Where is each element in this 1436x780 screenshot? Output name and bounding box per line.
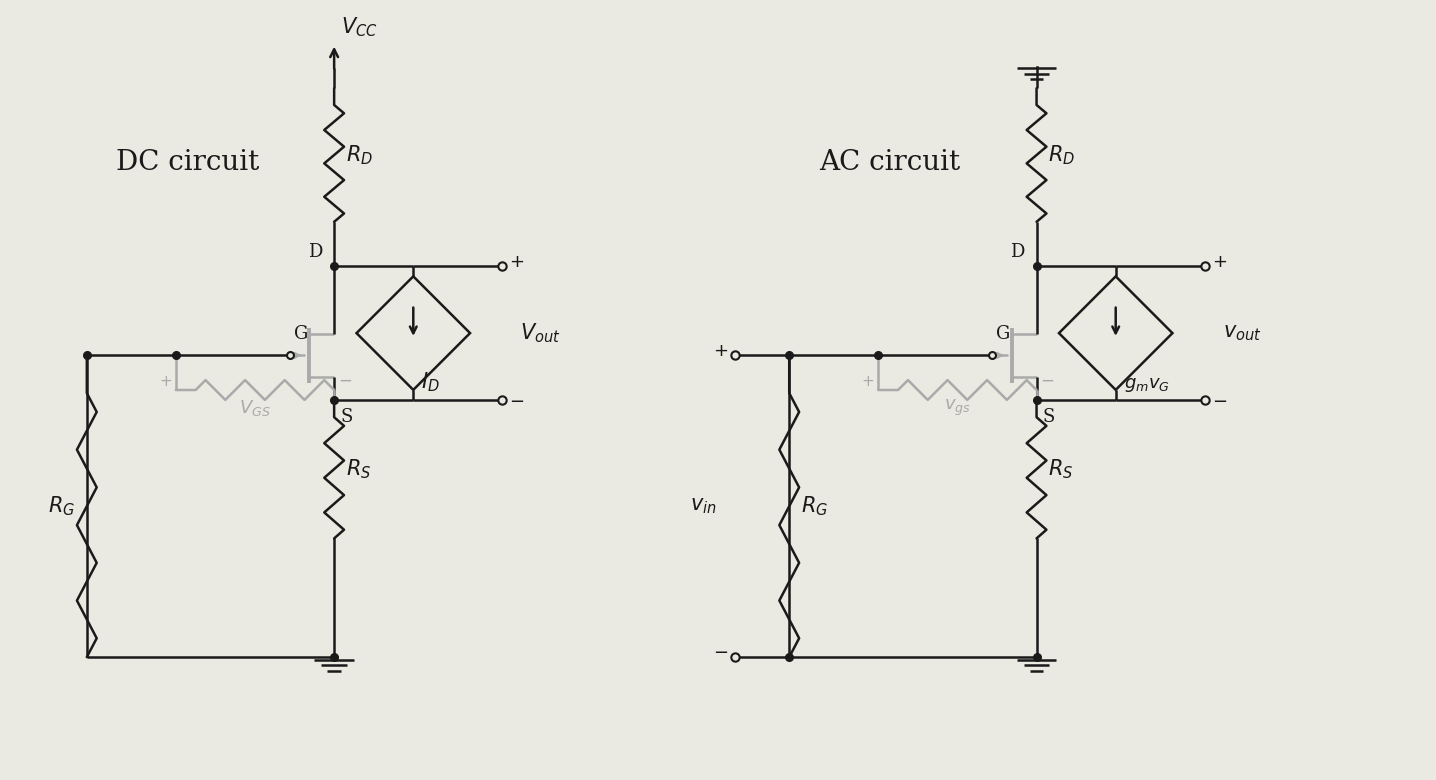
Text: $v_{out}$: $v_{out}$ <box>1222 324 1261 343</box>
Text: $R_G$: $R_G$ <box>47 495 75 518</box>
Text: −: − <box>337 372 352 390</box>
Text: +: + <box>712 342 728 360</box>
Text: $V_{out}$: $V_{out}$ <box>520 321 561 345</box>
Text: +: + <box>159 374 172 388</box>
Text: $R_G$: $R_G$ <box>801 495 829 518</box>
Text: −: − <box>1041 372 1054 390</box>
Text: AC circuit: AC circuit <box>819 149 961 176</box>
Text: D: D <box>1011 243 1025 261</box>
Text: S: S <box>1043 408 1055 426</box>
Text: $R_S$: $R_S$ <box>1048 457 1074 481</box>
Text: −: − <box>1212 393 1226 411</box>
Text: $I_D$: $I_D$ <box>421 370 439 394</box>
Text: +: + <box>862 374 875 388</box>
Text: +: + <box>1212 254 1226 271</box>
Text: −: − <box>712 644 728 662</box>
Text: +: + <box>510 254 524 271</box>
Text: G: G <box>997 324 1011 342</box>
Text: $R_D$: $R_D$ <box>1048 144 1076 167</box>
Text: $g_m v_G$: $g_m v_G$ <box>1123 376 1170 394</box>
Text: $V_{GS}$: $V_{GS}$ <box>240 398 271 418</box>
Text: $v_{gs}$: $v_{gs}$ <box>943 398 971 418</box>
Text: $v_{in}$: $v_{in}$ <box>691 496 717 516</box>
Text: D: D <box>307 243 322 261</box>
Text: S: S <box>340 408 352 426</box>
Text: −: − <box>510 393 524 411</box>
Text: $V_{CC}$: $V_{CC}$ <box>342 15 378 39</box>
Text: $R_S$: $R_S$ <box>346 457 372 481</box>
Text: $R_D$: $R_D$ <box>346 144 373 167</box>
Text: DC circuit: DC circuit <box>116 149 260 176</box>
Text: G: G <box>293 324 307 342</box>
